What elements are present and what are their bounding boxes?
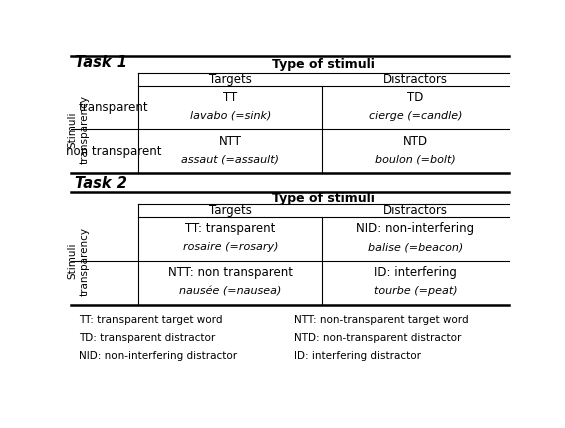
- Text: transparent: transparent: [79, 101, 149, 114]
- Text: NTD: NTD: [403, 135, 428, 148]
- Text: non transparent: non transparent: [66, 145, 161, 158]
- Text: NTT: non transparent: NTT: non transparent: [168, 267, 293, 279]
- Text: tourbe (=peat): tourbe (=peat): [373, 286, 457, 296]
- Text: NID: non-interfering distractor: NID: non-interfering distractor: [79, 351, 237, 361]
- Text: balise (=beacon): balise (=beacon): [368, 242, 463, 252]
- Text: Type of stimuli: Type of stimuli: [272, 191, 375, 205]
- Text: Stimuli
transparency: Stimuli transparency: [68, 95, 89, 164]
- Text: NID: non-interfering: NID: non-interfering: [357, 223, 475, 235]
- Text: NTD: non-transparent distractor: NTD: non-transparent distractor: [294, 333, 461, 343]
- Text: Task 2: Task 2: [75, 175, 127, 191]
- Text: Type of stimuli: Type of stimuli: [272, 58, 375, 71]
- Text: TT: TT: [223, 91, 237, 104]
- Text: TD: transparent distractor: TD: transparent distractor: [79, 333, 216, 343]
- Text: ID: interfering distractor: ID: interfering distractor: [294, 351, 421, 361]
- Text: rosaire (=rosary): rosaire (=rosary): [182, 242, 278, 252]
- Text: NTT: non-transparent target word: NTT: non-transparent target word: [294, 315, 468, 325]
- Text: NTT: NTT: [219, 135, 242, 148]
- Text: TT: transparent target word: TT: transparent target word: [79, 315, 223, 325]
- Text: ID: interfering: ID: interfering: [374, 267, 457, 279]
- Text: TD: TD: [407, 91, 424, 104]
- Text: assaut (=assault): assaut (=assault): [181, 154, 280, 164]
- Text: Task 1: Task 1: [75, 55, 127, 70]
- Text: boulon (=bolt): boulon (=bolt): [375, 154, 456, 164]
- Text: Distractors: Distractors: [383, 73, 448, 86]
- Text: Targets: Targets: [209, 73, 252, 86]
- Text: Targets: Targets: [209, 204, 252, 217]
- Text: nausée (=nausea): nausée (=nausea): [179, 286, 281, 296]
- Text: TT: transparent: TT: transparent: [185, 223, 276, 235]
- Text: cierge (=candle): cierge (=candle): [369, 110, 462, 121]
- Text: lavabo (=sink): lavabo (=sink): [190, 110, 271, 121]
- Text: Distractors: Distractors: [383, 204, 448, 217]
- Text: Stimuli
transparency: Stimuli transparency: [68, 226, 89, 296]
